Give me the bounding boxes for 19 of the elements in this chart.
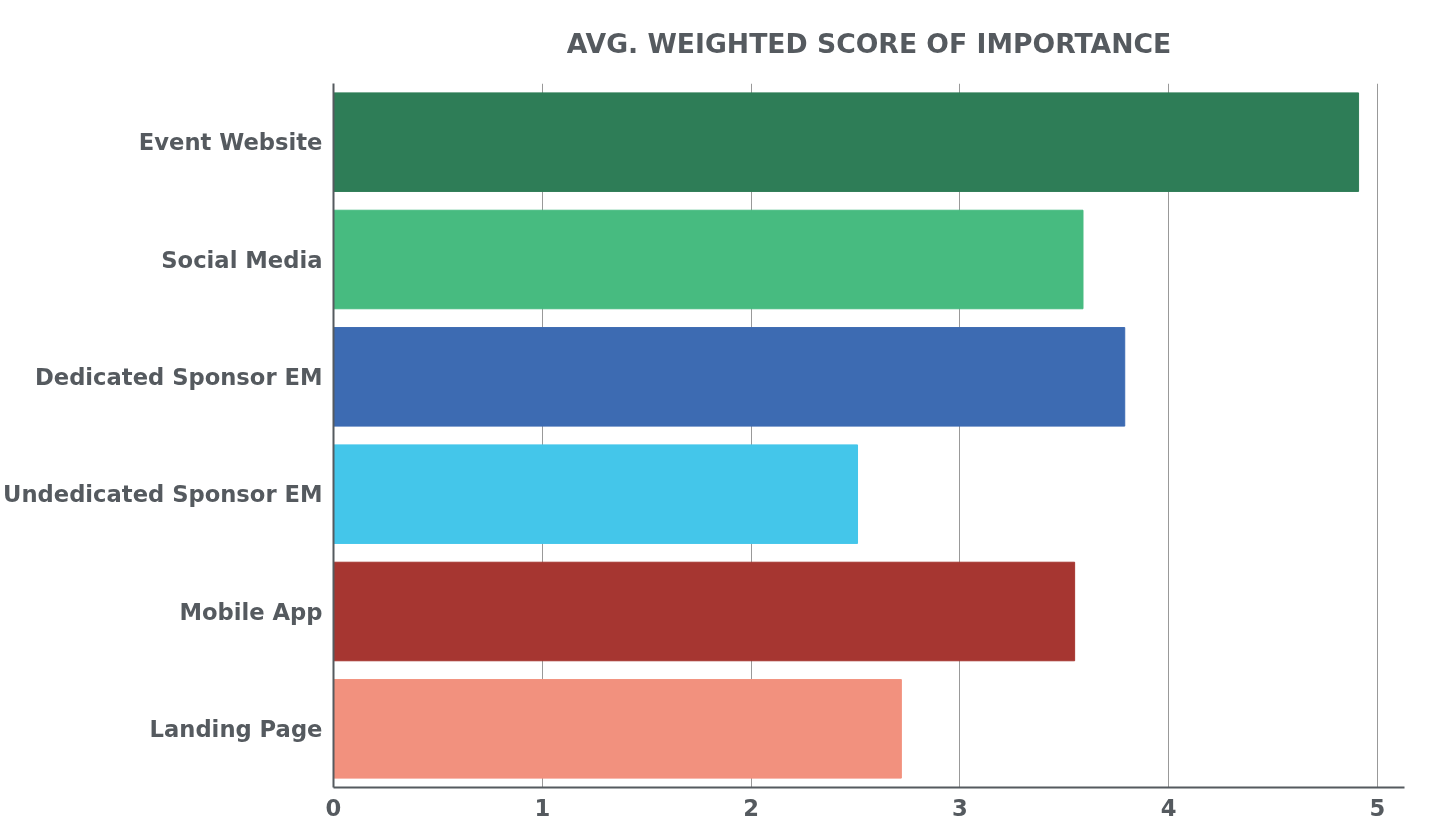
- y-tick-label: Dedicated Sponsor EM: [34, 363, 323, 390]
- y-tick-label: Mobile App: [179, 598, 323, 625]
- x-tick-label: 1: [534, 794, 551, 818]
- y-tick-label: Event Website: [138, 129, 323, 156]
- y-tick-label: Undedicated Sponsor EM: [3, 481, 323, 508]
- bar: [333, 444, 859, 544]
- x-tick-label: 3: [951, 794, 968, 818]
- y-tick-label: Landing Page: [149, 715, 323, 742]
- x-tick-label: 0: [325, 794, 342, 818]
- bar: [333, 209, 1084, 310]
- bar: [333, 679, 902, 779]
- bar: [333, 561, 1076, 662]
- bar: [333, 327, 1126, 427]
- y-tick-label: Social Media: [161, 246, 323, 273]
- x-tick-label: 2: [743, 794, 759, 818]
- x-tick-label: 4: [1160, 794, 1177, 818]
- bar: [333, 92, 1360, 192]
- x-tick-label: 5: [1369, 794, 1386, 818]
- chart-title: AVG. WEIGHTED SCORE OF IMPORTANCE: [566, 27, 1172, 59]
